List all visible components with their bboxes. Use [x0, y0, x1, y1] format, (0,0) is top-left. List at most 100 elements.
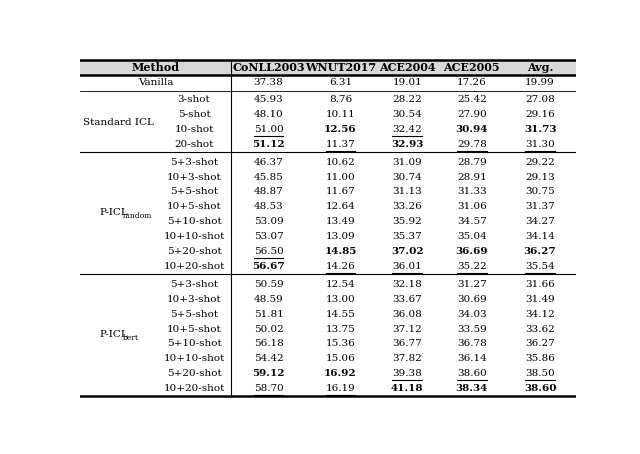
- Text: 35.86: 35.86: [525, 355, 555, 363]
- Text: 29.13: 29.13: [525, 173, 555, 182]
- Text: 33.62: 33.62: [525, 325, 555, 334]
- Text: 6.31: 6.31: [329, 78, 352, 87]
- Text: 45.93: 45.93: [253, 95, 284, 104]
- Text: 34.03: 34.03: [457, 310, 486, 319]
- Text: 34.12: 34.12: [525, 310, 555, 319]
- Text: 5+10-shot: 5+10-shot: [166, 340, 221, 348]
- Text: 31.27: 31.27: [457, 280, 486, 289]
- Text: 36.27: 36.27: [525, 340, 555, 348]
- Text: 48.59: 48.59: [253, 295, 284, 304]
- Text: 51.81: 51.81: [253, 310, 284, 319]
- Text: 5+3-shot: 5+3-shot: [170, 280, 218, 289]
- Text: 10+20-shot: 10+20-shot: [163, 384, 225, 393]
- Text: 5-shot: 5-shot: [178, 110, 211, 119]
- Text: 5+5-shot: 5+5-shot: [170, 310, 218, 319]
- Text: 34.57: 34.57: [457, 217, 486, 227]
- Text: 31.13: 31.13: [392, 188, 422, 197]
- Text: 31.73: 31.73: [524, 125, 556, 134]
- Text: WNUT2017: WNUT2017: [305, 62, 376, 73]
- Text: 46.37: 46.37: [253, 158, 284, 167]
- Text: 38.60: 38.60: [457, 369, 486, 378]
- Text: 51.00: 51.00: [253, 125, 284, 134]
- Text: 32.18: 32.18: [392, 280, 422, 289]
- Text: 5+20-shot: 5+20-shot: [166, 247, 221, 256]
- Text: 12.64: 12.64: [326, 202, 355, 212]
- Text: 45.85: 45.85: [253, 173, 284, 182]
- Text: 14.55: 14.55: [326, 310, 355, 319]
- Text: 31.09: 31.09: [392, 158, 422, 167]
- Text: 11.67: 11.67: [326, 188, 355, 197]
- Text: 56.67: 56.67: [252, 262, 285, 271]
- Text: 37.12: 37.12: [392, 325, 422, 334]
- Text: bert: bert: [123, 334, 139, 342]
- Text: 54.42: 54.42: [253, 355, 284, 363]
- Text: 36.08: 36.08: [392, 310, 422, 319]
- Text: 10+10-shot: 10+10-shot: [163, 232, 225, 241]
- Text: 10+10-shot: 10+10-shot: [163, 355, 225, 363]
- Text: 58.70: 58.70: [253, 384, 284, 393]
- Text: 28.91: 28.91: [457, 173, 486, 182]
- Text: 31.33: 31.33: [457, 188, 486, 197]
- Text: 56.18: 56.18: [253, 340, 284, 348]
- Text: 14.85: 14.85: [324, 247, 356, 256]
- Text: 28.79: 28.79: [457, 158, 486, 167]
- Text: 30.74: 30.74: [392, 173, 422, 182]
- Text: P-ICL: P-ICL: [99, 330, 128, 339]
- Text: 16.19: 16.19: [326, 384, 355, 393]
- Text: 15.36: 15.36: [326, 340, 355, 348]
- Text: 11.37: 11.37: [326, 140, 355, 149]
- Text: 36.78: 36.78: [457, 340, 486, 348]
- Text: 31.30: 31.30: [525, 140, 555, 149]
- Text: 29.78: 29.78: [457, 140, 486, 149]
- Text: 13.49: 13.49: [326, 217, 355, 227]
- Text: 48.87: 48.87: [253, 188, 284, 197]
- Text: 33.67: 33.67: [392, 295, 422, 304]
- Text: 53.09: 53.09: [253, 217, 284, 227]
- Text: Standard ICL: Standard ICL: [83, 118, 154, 127]
- Text: 59.12: 59.12: [252, 369, 285, 378]
- Text: Vanilla: Vanilla: [138, 78, 173, 87]
- Text: 17.26: 17.26: [457, 78, 486, 87]
- Text: Method: Method: [132, 62, 180, 73]
- Text: ACE2005: ACE2005: [444, 62, 500, 73]
- Text: P-ICL: P-ICL: [99, 208, 128, 217]
- Text: 50.59: 50.59: [253, 280, 284, 289]
- Text: 27.08: 27.08: [525, 95, 555, 104]
- Text: 31.06: 31.06: [457, 202, 486, 212]
- Text: 33.59: 33.59: [457, 325, 486, 334]
- Text: 10+3-shot: 10+3-shot: [166, 295, 221, 304]
- Text: 30.75: 30.75: [525, 188, 555, 197]
- Text: 10+5-shot: 10+5-shot: [166, 325, 221, 334]
- Text: 25.42: 25.42: [457, 95, 486, 104]
- Text: 35.04: 35.04: [457, 232, 486, 241]
- Text: 37.82: 37.82: [392, 355, 422, 363]
- Text: Avg.: Avg.: [527, 62, 553, 73]
- Text: 12.54: 12.54: [326, 280, 355, 289]
- Text: 38.34: 38.34: [456, 384, 488, 393]
- Text: 29.16: 29.16: [525, 110, 555, 119]
- Text: 5+5-shot: 5+5-shot: [170, 188, 218, 197]
- Text: 31.66: 31.66: [525, 280, 555, 289]
- Text: 35.54: 35.54: [525, 262, 555, 271]
- Text: 10+3-shot: 10+3-shot: [166, 173, 221, 182]
- Text: 13.75: 13.75: [326, 325, 355, 334]
- Text: 32.42: 32.42: [392, 125, 422, 134]
- Text: 10+20-shot: 10+20-shot: [163, 262, 225, 271]
- Text: 28.22: 28.22: [392, 95, 422, 104]
- Text: 39.38: 39.38: [392, 369, 422, 378]
- Text: 19.01: 19.01: [392, 78, 422, 87]
- Text: 48.53: 48.53: [253, 202, 284, 212]
- Text: 34.27: 34.27: [525, 217, 555, 227]
- Text: 16.92: 16.92: [324, 369, 356, 378]
- Text: 30.94: 30.94: [456, 125, 488, 134]
- Text: 5+20-shot: 5+20-shot: [166, 369, 221, 378]
- Text: 31.49: 31.49: [525, 295, 555, 304]
- Text: 12.56: 12.56: [324, 125, 356, 134]
- Text: 13.09: 13.09: [326, 232, 355, 241]
- Text: 31.37: 31.37: [525, 202, 555, 212]
- Text: 36.69: 36.69: [456, 247, 488, 256]
- Text: 36.27: 36.27: [524, 247, 556, 256]
- Text: 38.50: 38.50: [525, 369, 555, 378]
- Text: 13.00: 13.00: [326, 295, 355, 304]
- Text: 14.26: 14.26: [326, 262, 355, 271]
